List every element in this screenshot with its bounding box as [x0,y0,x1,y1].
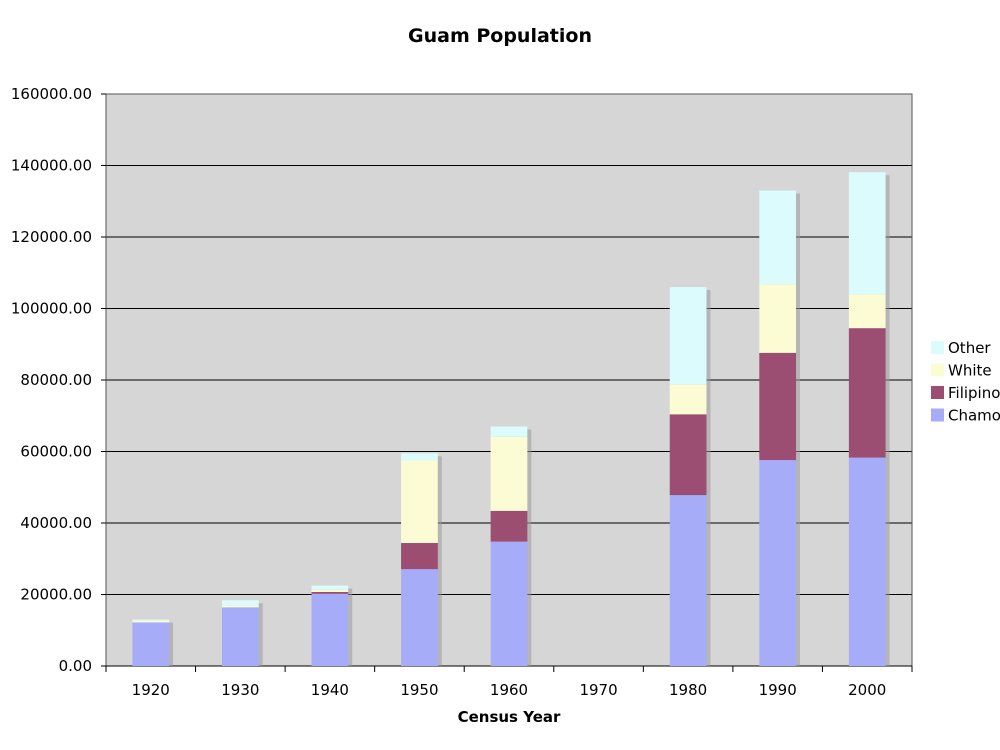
bar-white-1950 [401,460,438,544]
bar-chamorro-1920 [132,622,170,666]
y-tick-label: 100000.00 [11,300,92,318]
bar-filipino-1950 [401,543,438,570]
x-tick-label: 1980 [669,681,707,699]
y-tick-label: 160000.00 [11,85,92,103]
chart-title: Guam Population [408,25,592,47]
bar-chamorro-1980 [669,495,707,666]
bar-filipino-1940 [311,591,349,594]
legend-label-white: White [948,362,992,380]
bar-chamorro-1940 [311,593,349,666]
bar-other-1990 [759,190,797,285]
bar-other-1960 [490,426,528,437]
bar-white-1980 [669,384,707,415]
legend: Other White Filipino Chamo [931,339,1000,425]
legend-swatch-filipino [931,386,944,399]
bar-white-2000 [848,294,886,329]
x-tick-label: 1970 [579,681,617,699]
bar-other-1980 [669,287,707,385]
legend-swatch-chamorro [931,408,944,422]
y-tick-label: 60000.00 [20,443,92,461]
x-axis-title: Census Year [458,708,561,726]
bar-filipino-1960 [490,510,528,542]
bar-stack-1980 [669,287,711,666]
bar-filipino-1990 [759,352,797,461]
bar-filipino-2000 [848,328,886,458]
y-tick-label: 120000.00 [11,228,92,246]
bar-stack-1920 [132,619,174,666]
bar-other-1940 [311,585,349,590]
x-axis: 1920 1930 1940 1950 1960 1970 1980 1990 2000 [105,665,913,699]
y-axis: 0.00 20000.00 40000.00 60000.00 80000.00 1000… [11,85,106,675]
legend-label-filipino: Filipino [948,384,1000,402]
x-tick-label: 1930 [221,681,259,699]
x-tick-label: 2000 [848,681,886,699]
x-tick-label: 1940 [311,681,349,699]
x-tick-label: 1920 [132,681,170,699]
bar-white-1920 [132,620,170,623]
x-tick-label: 1950 [400,681,438,699]
bar-white-1990 [759,284,797,353]
bar-chamorro-1990 [759,460,797,666]
bar-chamorro-1960 [490,541,528,666]
bar-white-1940 [311,589,349,592]
x-tick-label: 1990 [759,681,797,699]
y-tick-label: 0.00 [59,657,92,675]
bar-other-1930 [221,600,259,606]
bar-stack-1950 [401,453,442,666]
legend-swatch-other [931,341,944,354]
bar-other-1920 [132,619,170,621]
y-tick-label: 80000.00 [20,371,92,389]
bar-stack-1940 [311,585,353,666]
bar-stack-2000 [848,172,890,667]
bar-other-2000 [848,172,886,295]
x-tick-label: 1960 [490,681,528,699]
bars [132,172,890,667]
bar-stack-1960 [490,426,532,666]
y-tick-label: 40000.00 [20,514,92,532]
bar-other-1950 [401,453,438,461]
bar-white-1960 [490,436,528,511]
bar-chamorro-2000 [848,457,886,666]
bar-white-1930 [221,605,259,608]
legend-label-other: Other [948,339,991,357]
legend-swatch-white [931,363,944,377]
bar-chamorro-1930 [221,607,259,666]
y-tick-label: 20000.00 [20,586,92,604]
bar-stack-1930 [221,600,263,666]
bar-chamorro-1950 [401,569,438,666]
bar-stack-1990 [759,190,801,666]
bar-filipino-1980 [669,414,707,496]
y-tick-label: 140000.00 [11,157,92,175]
legend-label-chamorro: Chamo [948,407,1000,425]
